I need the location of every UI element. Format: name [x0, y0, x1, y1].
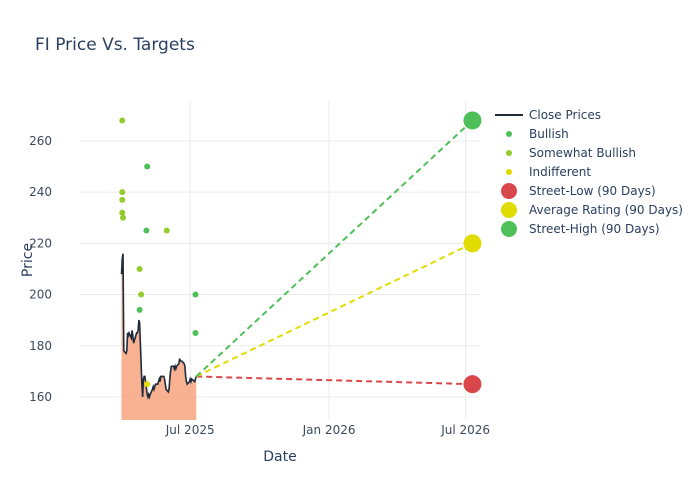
y-tick-label: 220	[29, 236, 52, 250]
target-line-street-high	[195, 119, 474, 378]
target-layer	[195, 111, 482, 394]
rating-point-bullish	[144, 163, 151, 170]
legend: Close Prices Bullish Somewhat Bullish Indif…	[495, 108, 683, 237]
legend-label-street-low: Street-Low (90 Days)	[529, 184, 656, 198]
y-tick-label: 240	[29, 185, 52, 199]
legend-label-bullish: Bullish	[529, 127, 569, 141]
legend-swatch-street-high	[501, 221, 517, 237]
rating-point-somewhat-bullish	[119, 117, 126, 124]
target-line-average	[195, 242, 473, 378]
rating-point-somewhat-bullish	[138, 291, 145, 298]
x-tick-label: Jan 2026	[302, 423, 356, 437]
rating-point-indifferent	[144, 381, 151, 388]
legend-swatch-bullish	[506, 131, 512, 137]
rating-point-somewhat-bullish	[163, 227, 170, 234]
chart-title: FI Price Vs. Targets	[35, 35, 195, 55]
close-price-line	[120, 253, 197, 400]
tick-layer: 160 180 200 220 240 260 Jul 2025 Jan 2026 Jul 20…	[29, 134, 490, 437]
target-marker-street-high	[463, 111, 482, 130]
rating-point-somewhat-bullish	[119, 209, 126, 216]
rating-point-bullish	[143, 227, 150, 234]
x-axis-label: Date	[263, 449, 296, 465]
line-layer	[120, 253, 197, 400]
legend-swatch-average	[501, 202, 517, 218]
x-tick-label: Jul 2026	[440, 423, 490, 437]
target-line-street-low	[196, 375, 473, 386]
legend-swatch-somewhat-bullish	[506, 150, 512, 156]
target-marker-street-low	[463, 375, 482, 394]
target-marker-average	[463, 234, 482, 253]
rating-point-somewhat-bullish	[119, 196, 126, 203]
legend-swatch-street-low	[501, 183, 517, 199]
close-price-area	[121, 253, 197, 420]
legend-label-somewhat-bullish: Somewhat Bullish	[529, 146, 636, 160]
y-axis-label: Price	[20, 243, 36, 277]
legend-label-average: Average Rating (90 Days)	[529, 203, 683, 217]
legend-label-indifferent: Indifferent	[529, 165, 591, 179]
x-tick-label: Jul 2025	[165, 423, 215, 437]
rating-point-bullish	[192, 329, 199, 336]
legend-swatch-indifferent	[506, 169, 512, 175]
point-layer	[119, 117, 199, 388]
legend-label-close: Close Prices	[529, 108, 601, 122]
y-tick-label: 180	[29, 339, 52, 353]
y-tick-label: 160	[29, 390, 52, 404]
rating-point-bullish	[192, 291, 199, 298]
legend-label-street-high: Street-High (90 Days)	[529, 222, 660, 236]
area-layer	[121, 253, 197, 420]
rating-point-bullish	[136, 306, 143, 313]
grid-layer	[80, 100, 480, 420]
rating-point-somewhat-bullish	[136, 265, 143, 272]
y-tick-label: 200	[29, 288, 52, 302]
y-tick-label: 260	[29, 134, 52, 148]
rating-point-somewhat-bullish	[119, 189, 126, 196]
rating-point-somewhat-bullish	[120, 214, 127, 221]
